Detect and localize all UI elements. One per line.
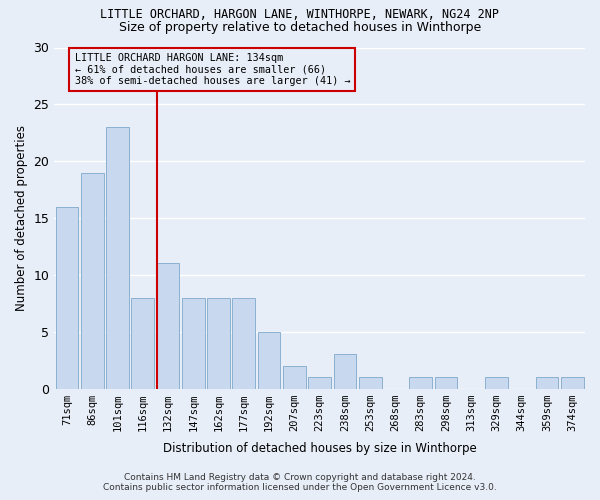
Bar bbox=[131, 298, 154, 388]
Bar bbox=[359, 377, 382, 388]
Bar bbox=[536, 377, 559, 388]
Bar bbox=[232, 298, 255, 388]
Bar bbox=[434, 377, 457, 388]
Bar bbox=[334, 354, 356, 388]
Bar bbox=[258, 332, 280, 388]
Text: LITTLE ORCHARD, HARGON LANE, WINTHORPE, NEWARK, NG24 2NP: LITTLE ORCHARD, HARGON LANE, WINTHORPE, … bbox=[101, 8, 499, 20]
Text: LITTLE ORCHARD HARGON LANE: 134sqm
← 61% of detached houses are smaller (66)
38%: LITTLE ORCHARD HARGON LANE: 134sqm ← 61%… bbox=[74, 53, 350, 86]
Bar bbox=[56, 206, 78, 388]
Bar bbox=[182, 298, 205, 388]
Y-axis label: Number of detached properties: Number of detached properties bbox=[15, 125, 28, 311]
Bar bbox=[283, 366, 306, 388]
Bar bbox=[485, 377, 508, 388]
Bar bbox=[81, 172, 104, 388]
Bar bbox=[409, 377, 432, 388]
Bar bbox=[308, 377, 331, 388]
Text: Contains HM Land Registry data © Crown copyright and database right 2024.
Contai: Contains HM Land Registry data © Crown c… bbox=[103, 473, 497, 492]
Bar bbox=[561, 377, 584, 388]
Bar bbox=[106, 127, 129, 388]
Bar bbox=[157, 264, 179, 388]
Bar bbox=[207, 298, 230, 388]
X-axis label: Distribution of detached houses by size in Winthorpe: Distribution of detached houses by size … bbox=[163, 442, 476, 455]
Text: Size of property relative to detached houses in Winthorpe: Size of property relative to detached ho… bbox=[119, 21, 481, 34]
